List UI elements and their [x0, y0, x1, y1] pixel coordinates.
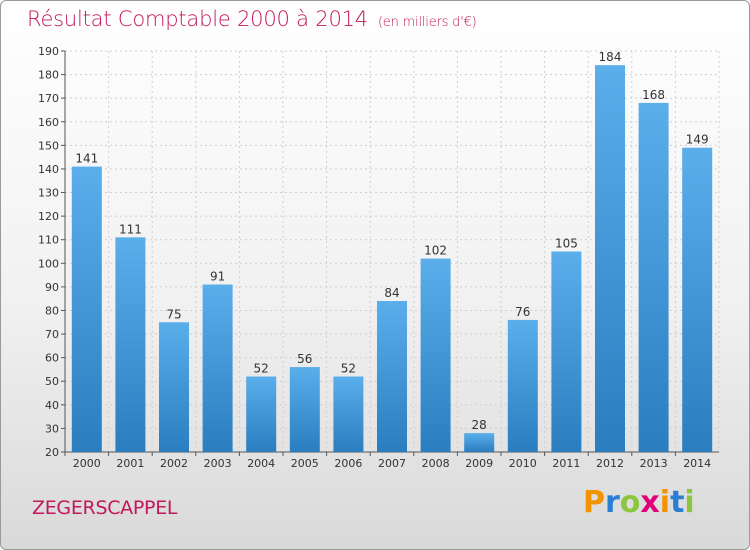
y-tick-label: 150 [38, 139, 59, 152]
x-tick-label: 2005 [291, 457, 319, 470]
bar [159, 322, 189, 452]
data-label: 75 [166, 307, 181, 321]
y-tick-label: 100 [38, 257, 59, 270]
x-tick-label: 2003 [204, 457, 232, 470]
y-tick-label: 40 [45, 399, 59, 412]
y-tick-label: 30 [45, 422, 59, 435]
data-label: 105 [555, 237, 578, 251]
logo-letter: i [684, 485, 695, 520]
bar [71, 166, 102, 453]
data-label: 84 [384, 286, 399, 300]
bar [638, 102, 669, 453]
bar [377, 301, 407, 452]
y-tick-label: 60 [45, 352, 59, 365]
data-label: 168 [642, 88, 665, 102]
data-label: 91 [210, 270, 225, 284]
bar [464, 433, 495, 452]
x-tick-label: 2001 [116, 457, 144, 470]
data-label: 149 [686, 133, 709, 147]
proxiti-logo: Proxiti [583, 485, 695, 520]
data-label: 76 [515, 305, 530, 319]
x-tick-label: 2010 [509, 457, 537, 470]
chart-title: Résultat Comptable 2000 à 2014 (en millie… [27, 7, 477, 31]
logo-letter: t [670, 485, 685, 520]
bar [507, 319, 538, 452]
logo-letter: x [640, 485, 660, 520]
logo-letter: P [583, 485, 605, 520]
y-tick-label: 90 [45, 281, 59, 294]
y-tick-label: 70 [45, 328, 59, 341]
x-tick-label: 2009 [465, 457, 493, 470]
x-tick-label: 2007 [378, 457, 406, 470]
data-label: 184 [599, 50, 622, 64]
logo-letter: i [659, 485, 671, 520]
bar [115, 237, 146, 452]
bar [289, 367, 320, 452]
commune-name: ZEGERSCAPPEL [32, 497, 178, 519]
data-label: 102 [424, 244, 447, 258]
y-tick-label: 110 [38, 234, 59, 247]
data-label: 141 [75, 152, 98, 166]
bar [420, 258, 451, 452]
y-tick-label: 20 [45, 446, 59, 459]
chart-title-text: Résultat Comptable 2000 à 2014 [27, 7, 368, 31]
data-labels: 141 111 75 91 52 56 52 84 102 28 76 105 184 168 149 [75, 50, 708, 432]
y-tick-label: 130 [38, 187, 59, 200]
bar [202, 284, 233, 452]
bars [71, 65, 713, 453]
logo-letter: o [619, 485, 641, 520]
bar [246, 376, 277, 452]
data-label: 56 [297, 352, 312, 366]
bar [595, 65, 625, 452]
data-label: 111 [119, 222, 142, 236]
bar [333, 376, 364, 452]
y-tick-label: 190 [38, 45, 59, 58]
data-label: 28 [472, 418, 487, 432]
chart-title-unit: (en milliers d'€) [377, 15, 477, 30]
x-tick-label: 2012 [596, 457, 624, 470]
data-label: 52 [341, 362, 356, 376]
bar [682, 147, 713, 452]
y-tick-label: 170 [38, 92, 59, 105]
y-tick-label: 160 [38, 116, 59, 129]
y-tick-label: 120 [38, 210, 59, 223]
x-tick-label: 2011 [552, 457, 580, 470]
y-tick-label: 180 [38, 69, 59, 82]
bar [551, 251, 582, 452]
y-tick-label: 80 [45, 304, 59, 317]
x-tick-label: 2000 [73, 457, 101, 470]
x-tick-label: 2014 [683, 457, 711, 470]
data-label: 52 [254, 362, 269, 376]
x-tick-label: 2006 [334, 457, 362, 470]
y-tick-label: 140 [38, 163, 59, 176]
x-tick-label: 2004 [247, 457, 275, 470]
x-tick-label: 2013 [640, 457, 668, 470]
x-tick-label: 2002 [160, 457, 188, 470]
logo-letter: r [605, 485, 620, 520]
x-tick-label: 2008 [422, 457, 450, 470]
y-tick-label: 50 [45, 375, 59, 388]
